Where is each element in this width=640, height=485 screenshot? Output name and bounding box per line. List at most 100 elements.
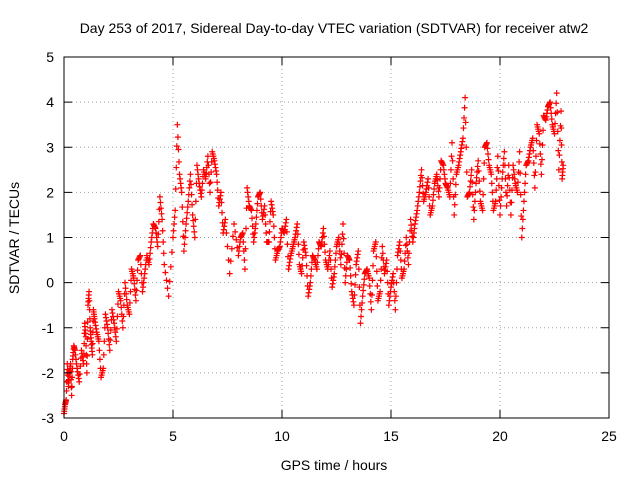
- data-point: [289, 245, 296, 252]
- data-point: [441, 175, 448, 182]
- data-point: [518, 213, 525, 220]
- data-point: [189, 211, 196, 218]
- data-point: [83, 360, 90, 367]
- data-point: [406, 239, 413, 246]
- data-point: [475, 157, 482, 164]
- data-point: [89, 348, 96, 355]
- data-point: [166, 278, 173, 285]
- data-point: [493, 175, 500, 182]
- data-point: [462, 94, 469, 101]
- data-point: [269, 208, 276, 215]
- data-point: [347, 264, 354, 271]
- data-point: [449, 139, 456, 146]
- data-point: [134, 267, 141, 274]
- data-point: [214, 179, 221, 186]
- data-point: [189, 201, 196, 208]
- data-point: [507, 211, 514, 218]
- data-point: [107, 337, 114, 344]
- data-point: [435, 188, 442, 195]
- data-point: [335, 236, 342, 243]
- data-point: [114, 313, 121, 320]
- data-point: [504, 182, 511, 189]
- data-point: [391, 297, 398, 304]
- data-point: [203, 170, 210, 177]
- data-point: [350, 298, 357, 305]
- data-point: [82, 330, 89, 337]
- y-tick-label: 2: [46, 184, 54, 200]
- data-point: [123, 290, 130, 297]
- data-point: [330, 273, 337, 280]
- data-point: [120, 302, 127, 309]
- data-point: [452, 191, 459, 198]
- data-point: [429, 197, 436, 204]
- chart-title: Day 253 of 2017, Sidereal Day-to-day VTE…: [80, 20, 589, 36]
- data-point: [306, 283, 313, 290]
- data-point: [357, 320, 364, 327]
- data-point: [494, 153, 501, 160]
- data-point: [173, 143, 180, 150]
- data-point: [101, 324, 108, 331]
- data-point: [459, 138, 466, 145]
- data-point: [449, 157, 456, 164]
- data-point: [133, 287, 140, 294]
- data-point: [439, 161, 446, 168]
- data-point: [502, 189, 509, 196]
- data-point: [384, 268, 391, 275]
- data-point: [426, 193, 433, 200]
- data-point: [258, 202, 265, 209]
- data-point: [384, 279, 391, 286]
- data-point: [556, 137, 563, 144]
- data-point: [160, 239, 167, 246]
- data-point: [147, 244, 154, 251]
- data-point: [341, 250, 348, 257]
- data-point: [352, 281, 359, 288]
- data-point: [533, 137, 540, 144]
- data-point: [171, 220, 178, 227]
- data-point: [524, 158, 531, 165]
- data-point: [165, 293, 172, 300]
- data-point: [408, 222, 415, 229]
- data-point: [229, 233, 236, 240]
- data-point: [172, 207, 179, 214]
- data-point: [338, 251, 345, 258]
- data-point: [208, 158, 215, 165]
- data-point: [205, 162, 212, 169]
- data-point: [530, 147, 537, 154]
- data-point: [397, 248, 404, 255]
- data-point: [253, 207, 260, 214]
- data-point: [257, 196, 264, 203]
- data-point: [152, 224, 159, 231]
- data-point: [448, 153, 455, 160]
- data-point: [157, 199, 164, 206]
- data-point: [138, 270, 145, 277]
- data-point: [474, 163, 481, 170]
- data-point: [405, 261, 412, 268]
- data-point: [411, 225, 418, 232]
- y-tick-label: -3: [42, 410, 55, 426]
- data-point: [547, 104, 554, 111]
- data-point: [87, 334, 94, 341]
- data-point: [192, 198, 199, 205]
- data-point: [162, 269, 169, 276]
- data-point: [270, 223, 277, 230]
- data-point: [232, 228, 239, 235]
- data-point: [146, 255, 153, 262]
- data-point: [340, 220, 347, 227]
- data-point: [356, 284, 363, 291]
- data-point: [508, 199, 515, 206]
- data-point: [447, 166, 454, 173]
- data-point: [213, 167, 220, 174]
- data-point: [553, 90, 560, 97]
- data-point: [128, 277, 135, 284]
- data-point: [368, 306, 375, 313]
- data-point: [242, 245, 249, 252]
- data-point: [471, 198, 478, 205]
- x-tick-label: 5: [169, 428, 177, 444]
- y-axis-label: SDTVAR / TECUs: [6, 182, 22, 294]
- data-point: [470, 204, 477, 211]
- data-point: [122, 279, 129, 286]
- data-point: [218, 199, 225, 206]
- data-point: [517, 170, 524, 177]
- data-point: [91, 313, 98, 320]
- data-point: [520, 207, 527, 214]
